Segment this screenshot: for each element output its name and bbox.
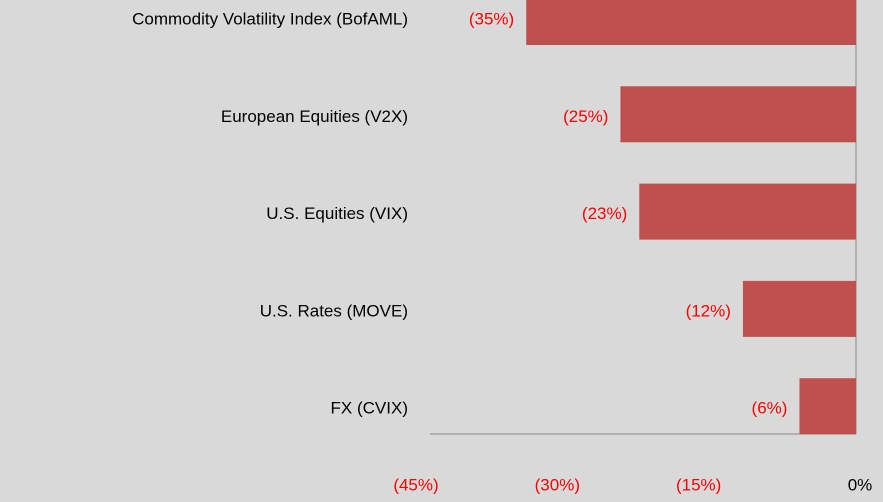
x-tick-label: (45%) xyxy=(393,475,438,494)
bar xyxy=(799,378,856,435)
bar xyxy=(742,280,856,337)
value-label: (23%) xyxy=(582,204,627,223)
y-tick-label: Commodity Volatility Index (BofAML) xyxy=(132,9,408,28)
bar xyxy=(639,183,856,240)
value-label: (6%) xyxy=(752,399,788,418)
bar xyxy=(620,86,856,143)
y-tick-label: U.S. Equities (VIX) xyxy=(266,204,408,223)
y-tick-label: FX (CVIX) xyxy=(331,399,408,418)
x-tick-label: (15%) xyxy=(676,475,721,494)
value-label: (35%) xyxy=(469,9,514,28)
y-tick-label: U.S. Rates (MOVE) xyxy=(260,301,408,320)
bar xyxy=(526,0,856,45)
value-label: (25%) xyxy=(563,107,608,126)
x-tick-label: 0% xyxy=(848,475,873,494)
value-label: (12%) xyxy=(686,301,731,320)
x-tick-label: (30%) xyxy=(535,475,580,494)
y-tick-label: European Equities (V2X) xyxy=(221,107,408,126)
